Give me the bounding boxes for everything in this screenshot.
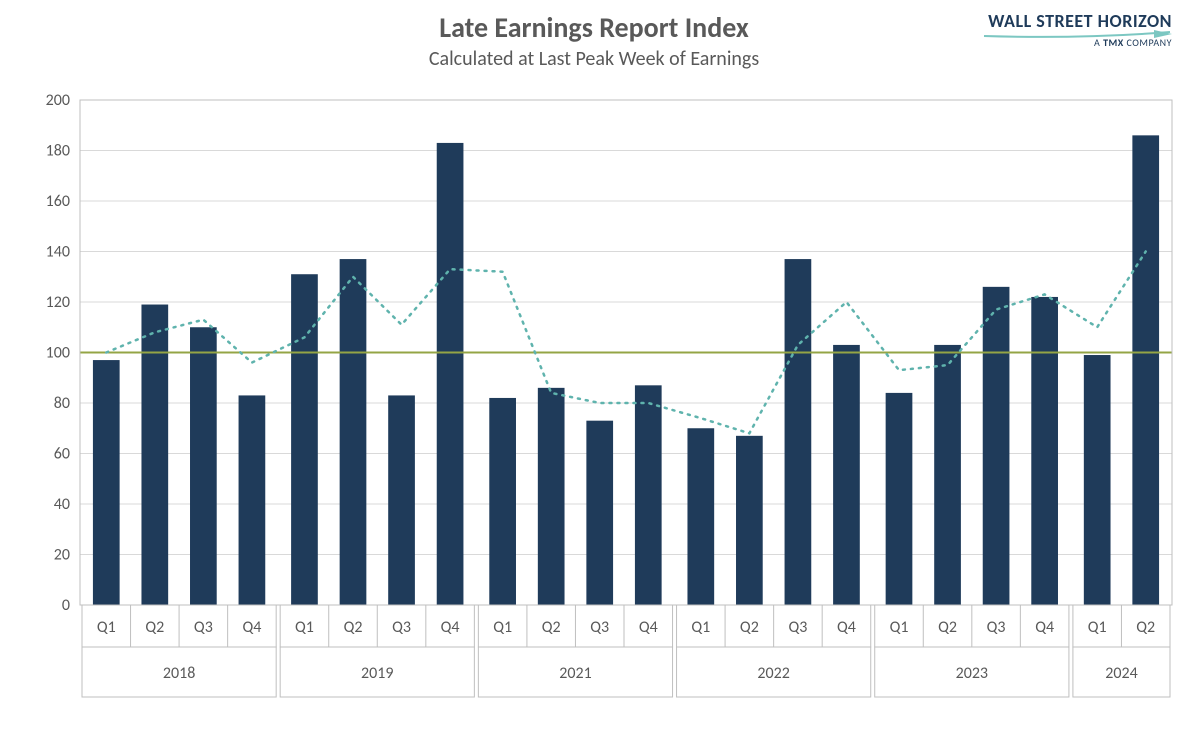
quarter-label: Q3: [590, 618, 609, 637]
bar: [736, 436, 763, 605]
bar: [538, 388, 565, 605]
quarter-label: Q1: [493, 618, 512, 637]
quarter-label: Q2: [344, 618, 363, 637]
quarter-label: Q1: [1088, 618, 1107, 637]
bar: [239, 395, 266, 605]
quarter-label: Q3: [392, 618, 411, 637]
quarter-label: Q3: [788, 618, 807, 637]
quarter-label: Q4: [242, 618, 261, 637]
bar: [785, 259, 812, 605]
y-tick-label: 60: [54, 445, 70, 464]
quarter-label: Q1: [691, 618, 710, 637]
chart-title: Late Earnings Report Index: [0, 10, 1188, 45]
quarter-label: Q3: [194, 618, 213, 637]
y-tick-label: 120: [46, 293, 70, 312]
y-tick-label: 0: [62, 596, 70, 615]
bar: [141, 305, 168, 605]
year-label: 2019: [361, 664, 393, 683]
bar: [1084, 355, 1111, 605]
y-tick-label: 180: [46, 142, 70, 161]
y-tick-label: 40: [54, 495, 70, 514]
bar: [388, 395, 415, 605]
chart-titles: Late Earnings Report Index Calculated at…: [0, 10, 1188, 71]
year-label: 2023: [956, 664, 988, 683]
quarter-label: Q2: [542, 618, 561, 637]
bar: [1132, 135, 1159, 605]
y-tick-label: 80: [54, 394, 70, 413]
bar: [833, 345, 860, 605]
y-tick-label: 100: [46, 344, 70, 363]
quarter-label: Q2: [1136, 618, 1155, 637]
chart-subtitle: Calculated at Last Peak Week of Earnings: [0, 47, 1188, 71]
y-tick-label: 140: [46, 243, 70, 262]
bar: [934, 345, 961, 605]
quarter-label: Q4: [639, 618, 658, 637]
bar: [489, 398, 516, 605]
year-label: 2022: [757, 664, 789, 683]
quarter-label: Q2: [145, 618, 164, 637]
quarter-label: Q1: [295, 618, 314, 637]
bar: [586, 421, 613, 605]
quarter-label: Q4: [441, 618, 460, 637]
bar: [340, 259, 367, 605]
quarter-label: Q2: [740, 618, 759, 637]
bar: [437, 143, 464, 605]
quarter-label: Q1: [97, 618, 116, 637]
bar: [190, 327, 217, 605]
y-tick-label: 20: [54, 546, 70, 565]
quarter-label: Q3: [987, 618, 1006, 637]
chart-container: WALL STREET HORIZON A TMX COMPANY Late E…: [0, 0, 1188, 732]
bar: [687, 428, 714, 605]
bar: [93, 360, 120, 605]
year-label: 2024: [1105, 664, 1137, 683]
quarter-label: Q4: [837, 618, 856, 637]
quarter-label: Q4: [1035, 618, 1054, 637]
y-tick-label: 160: [46, 192, 70, 211]
quarter-label: Q1: [890, 618, 909, 637]
year-label: 2021: [559, 664, 591, 683]
bar: [635, 385, 662, 605]
chart-svg: 0 20 40 60 80 100 120 140 160 180 200 Q1 Q2 Q3 Q4 2018 Q…: [0, 0, 1188, 732]
y-tick-label: 200: [46, 91, 70, 110]
bar: [983, 287, 1010, 605]
year-label: 2018: [163, 664, 195, 683]
bar: [1031, 297, 1058, 605]
quarter-label: Q2: [938, 618, 957, 637]
bar: [886, 393, 913, 605]
